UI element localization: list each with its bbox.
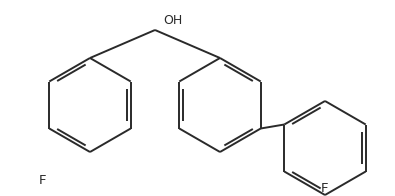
Text: F: F: [38, 173, 46, 187]
Text: OH: OH: [163, 14, 182, 27]
Text: F: F: [321, 181, 329, 194]
